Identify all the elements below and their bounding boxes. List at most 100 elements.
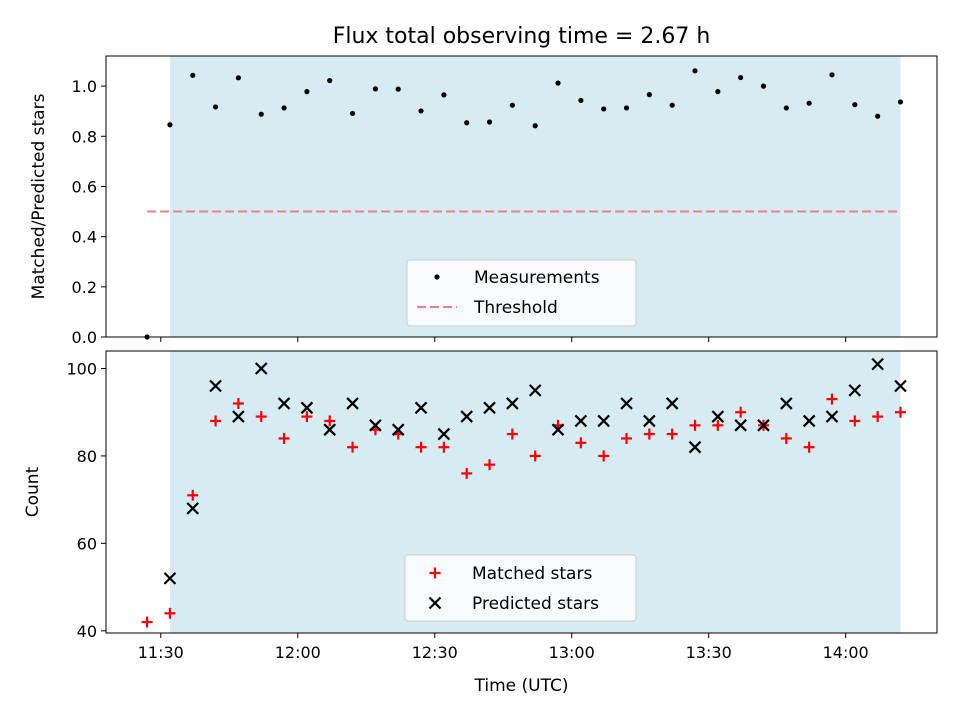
predicted-star-point (871, 357, 884, 371)
matched-star-point (438, 441, 450, 453)
measurement-point (623, 105, 630, 111)
matched-star-point (461, 467, 473, 479)
predicted-star-point (688, 440, 702, 454)
bottom-y-tick-label: 100 (66, 359, 97, 378)
predicted-star-point (665, 397, 679, 410)
measurement-point (875, 113, 881, 119)
cross-b (894, 379, 907, 393)
cross-b (300, 401, 314, 415)
predicted-star-point (894, 379, 907, 393)
matched-star-point (849, 415, 861, 427)
matched-star-point (894, 406, 906, 418)
predicted-star-point (369, 419, 382, 432)
cross-b (483, 401, 496, 415)
measurement-point (327, 77, 333, 84)
predicted-star-point (597, 414, 610, 428)
measurement-point (464, 120, 470, 126)
measurement-point (486, 119, 493, 125)
predicted-star-point (437, 427, 451, 441)
matched-star-point (255, 411, 267, 423)
matched-star-point (598, 450, 610, 462)
top-y-axis-label: Matched/Predicted stars (29, 93, 49, 299)
top-axes-frame (105, 55, 938, 338)
matched-star-point (712, 419, 724, 431)
bottom-ticks: 40 60 80 100 11:30 12:00 12:30 13:00 13:30 14:00 (66, 359, 868, 662)
bottom-y-tick-label: 80 (77, 447, 97, 466)
predicted-star-point (391, 423, 405, 436)
bottom-x-tick-label: 14:00 (823, 643, 869, 662)
cross-b (734, 419, 747, 432)
measurements-legend-label: Measurements (474, 268, 600, 288)
measurement-point (692, 68, 698, 74)
measurement-point (349, 110, 356, 117)
matched-star-point (484, 459, 496, 471)
bottom-x-tick-label: 12:30 (412, 643, 458, 662)
measurement-point (783, 105, 789, 111)
predicted-star-point (643, 414, 656, 428)
cross-b (460, 410, 473, 423)
bottom-axes-frame (105, 350, 938, 634)
predicted-star-point (483, 401, 496, 415)
cross-b (209, 379, 222, 393)
measurement-point (715, 89, 721, 95)
cross-b (346, 397, 359, 410)
measurement-point (760, 83, 767, 89)
top-y-tick-label: 0.8 (72, 127, 97, 146)
cross-b (871, 357, 884, 371)
matched-star-point (666, 428, 678, 440)
matched-star-point (210, 415, 222, 427)
matched-stars-series (141, 393, 906, 628)
cross-b (802, 414, 816, 428)
cross-b (369, 419, 382, 432)
matched-star-point (324, 415, 336, 427)
measurement-point (212, 104, 219, 110)
predicted-star-point (848, 384, 862, 397)
cross-b (825, 410, 839, 423)
matched-star-point (689, 419, 701, 431)
measurement-point (509, 102, 515, 108)
measurement-point (304, 89, 310, 95)
measurement-point (418, 108, 424, 114)
bottom-x-tick-label: 11:30 (138, 643, 184, 662)
matched-star-point (529, 450, 541, 462)
predicted-star-point (232, 410, 245, 423)
measurement-point (829, 72, 835, 78)
measurement-point (806, 100, 812, 106)
measurement-point (258, 111, 264, 117)
predicted-star-point (300, 401, 314, 415)
cross-b (597, 414, 610, 428)
matched-star-point (278, 432, 290, 444)
matched-stars-legend-label: Matched stars (472, 564, 592, 584)
bottom-legend-box (404, 554, 637, 622)
top-legend-box (406, 259, 637, 327)
measurement-point (578, 97, 584, 104)
measurement-point (372, 86, 378, 92)
matched-star-point (780, 432, 792, 444)
matched-star-point (301, 411, 313, 423)
cross-b (254, 362, 268, 375)
top-y-tick-label: 0.2 (72, 278, 97, 297)
bottom-y-tick-label: 60 (77, 534, 97, 553)
predicted-star-point (254, 362, 268, 375)
bottom-x-tick-label: 12:00 (275, 643, 321, 662)
measurement-point (190, 72, 196, 78)
predicted-star-point (620, 397, 633, 410)
predicted-star-point (574, 414, 588, 428)
bottom-y-tick-label: 40 (77, 622, 97, 641)
top-legend: Measurements Threshold (406, 259, 637, 327)
measurement-point (441, 92, 447, 98)
matched-star-point (643, 428, 655, 440)
matched-star-point (187, 489, 199, 501)
predicted-star-point (186, 502, 200, 515)
cross-b (551, 423, 565, 436)
threshold-legend-label: Threshold (473, 298, 558, 318)
cross-b (780, 397, 793, 410)
predicted-star-point (551, 423, 565, 436)
cross-b (665, 397, 679, 410)
cross-b (323, 423, 337, 436)
matched-star-point (872, 411, 884, 423)
cross-b (643, 414, 656, 428)
matched-star-point (826, 393, 838, 405)
cross-b (848, 384, 862, 397)
